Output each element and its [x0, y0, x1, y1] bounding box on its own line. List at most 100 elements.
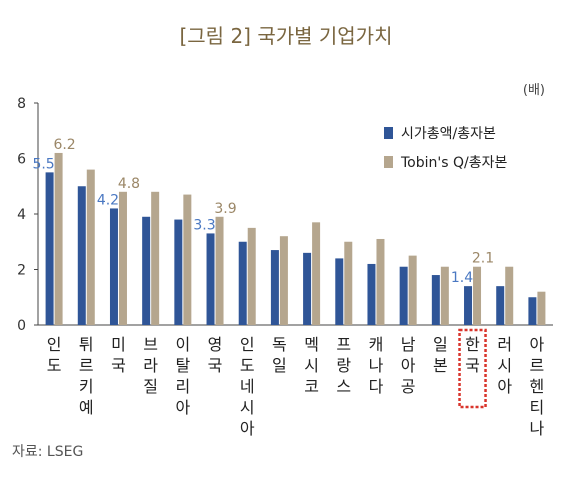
bar-tobins-q [312, 222, 321, 325]
bar-market-cap [431, 275, 440, 325]
data-label: 2.1 [472, 251, 494, 267]
y-tick-label: 0 [17, 318, 26, 334]
x-tick-label-char: 티 [530, 398, 545, 417]
bar-market-cap [367, 263, 376, 325]
x-tick-label-char: 질 [143, 377, 158, 396]
x-tick-label-char: 러 [497, 335, 512, 354]
bar-market-cap [335, 258, 344, 325]
x-tick-label-char: 예 [79, 398, 94, 417]
bar-market-cap [270, 250, 279, 325]
x-tick-label-char: 인 [240, 335, 255, 354]
bar-tobins-q [473, 266, 482, 325]
data-label: 4.8 [118, 176, 140, 192]
bar-market-cap [45, 172, 54, 325]
x-tick-label-char: 리 [175, 377, 190, 396]
unit-label: (배) [523, 83, 545, 98]
x-tick-label-char: 인 [47, 335, 62, 354]
x-tick-label-char: 르 [79, 356, 94, 375]
data-label: 5.5 [32, 156, 54, 172]
legend: 시가총액/총자본 Tobin's Q/총자본 [384, 126, 507, 171]
bar-market-cap [464, 286, 473, 325]
x-tick-label-char: 멕 [304, 335, 319, 354]
legend-label: 시가총액/총자본 [401, 126, 496, 142]
y-tick-label: 8 [17, 96, 26, 112]
x-tick-label-char: 네 [240, 377, 255, 396]
x-tick-label-char: 아 [497, 377, 512, 396]
x-tick-label-char: 일 [433, 335, 448, 354]
bar-market-cap [77, 186, 86, 325]
bar-market-cap [399, 266, 408, 325]
x-tick-label-char: 남 [401, 335, 416, 354]
legend-swatch [384, 156, 393, 168]
highlight-box-korea [458, 328, 487, 409]
x-tick-label-char: 국 [111, 356, 126, 375]
bar-tobins-q [279, 236, 288, 325]
x-tick-label-char: 키 [79, 377, 94, 396]
x-tick-label-char: 시 [240, 398, 255, 417]
bar-tobins-q [344, 241, 353, 325]
x-tick-label-char: 브 [143, 335, 158, 354]
x-tick-label-char: 본 [433, 356, 448, 375]
x-tick-label-char: 코 [304, 377, 319, 396]
bar-tobins-q [376, 238, 385, 325]
x-tick-label-char: 시 [497, 356, 512, 375]
x-tick-label-char: 미 [111, 335, 126, 354]
legend-swatch [384, 127, 393, 139]
x-tick-label-char: 이 [175, 335, 190, 354]
x-tick-label-char: 국 [465, 356, 480, 375]
bar-tobins-q [54, 152, 63, 325]
bar-tobins-q [537, 291, 546, 325]
bar-tobins-q [118, 191, 127, 325]
bar-market-cap [174, 219, 183, 325]
bar-tobins-q [151, 191, 160, 325]
bar-market-cap [496, 286, 505, 325]
x-tick-labels-group: 인도튀르키예미국브라질이탈리아영국인도네시아독일멕시코프랑스캐나다남아공일본한국… [47, 328, 545, 438]
x-tick-label-char: 다 [369, 377, 384, 396]
bar-tobins-q [215, 216, 224, 325]
data-label: 3.9 [214, 201, 236, 217]
data-label: 1.4 [451, 270, 473, 286]
x-tick-label-char: 아 [240, 419, 255, 438]
x-tick-label-char: 영 [208, 335, 223, 354]
x-tick-label-char: 한 [465, 335, 480, 354]
x-tick-label-char: 캐 [369, 335, 384, 354]
x-tick-label-char: 국 [208, 356, 223, 375]
x-tick-label-char: 르 [530, 356, 545, 375]
data-labels-group: 5.5 6.2 4.24.8 3.33.9 1.4 2.1 [32, 137, 494, 286]
bar-market-cap [206, 233, 215, 325]
x-tick-label-char: 공 [401, 377, 416, 396]
chart-title: [그림 2] 국가별 기업가치 [179, 24, 392, 48]
bar-market-cap [109, 208, 118, 325]
x-tick-label-char: 도 [240, 356, 255, 375]
bar-market-cap [528, 297, 537, 325]
x-tick-label-char: 도 [47, 356, 62, 375]
x-tick-label-char: 헨 [530, 377, 545, 396]
bar-tobins-q [86, 169, 95, 325]
bar-market-cap [142, 216, 151, 325]
data-label: 6.2 [53, 137, 75, 153]
bar-market-cap [303, 252, 312, 325]
x-tick-label-char: 아 [401, 356, 416, 375]
data-label: 3.3 [193, 217, 215, 233]
bars-group [45, 152, 546, 325]
x-tick-label-char: 튀 [79, 335, 94, 354]
bar-tobins-q [440, 266, 449, 325]
legend-label: Tobin's Q/총자본 [400, 155, 507, 171]
bar-tobins-q [247, 227, 256, 325]
y-tick-label: 6 [17, 152, 26, 168]
x-tick-label-char: 랑 [336, 356, 351, 375]
x-tick-label-char: 독 [272, 335, 287, 354]
x-tick-label-char: 라 [143, 356, 158, 375]
x-tick-label-char: 탈 [175, 356, 190, 375]
bar-tobins-q [408, 255, 417, 325]
bar-tobins-q [505, 266, 514, 325]
x-tick-label-char: 아 [175, 398, 190, 417]
y-tick-label: 4 [17, 207, 26, 223]
bar-market-cap [238, 241, 247, 325]
y-tick-label: 2 [17, 263, 26, 279]
x-tick-label-char: 시 [304, 356, 319, 375]
source-note: 자료: LSEG [12, 444, 83, 460]
x-tick-label-char: 아 [530, 335, 545, 354]
x-tick-label-char: 나 [530, 419, 545, 438]
